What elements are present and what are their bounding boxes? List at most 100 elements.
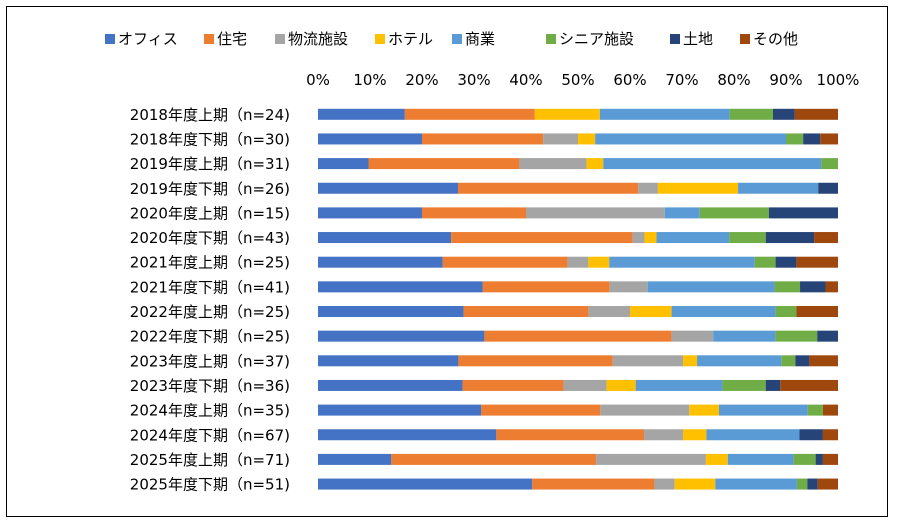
category-label: 2018年度下期（n=30) (130, 130, 290, 148)
bar-segment (683, 429, 707, 441)
x-tick-label: 90% (769, 71, 802, 89)
x-tick-label: 10% (353, 71, 386, 89)
bar-segment (458, 182, 639, 194)
legend: オフィス 住宅 物流施設 ホテル 商業 シニア施設 土地 その他 (105, 30, 798, 48)
bar-segment (775, 330, 818, 342)
bar-segment (774, 281, 801, 293)
bar-segment (458, 355, 613, 367)
bar-segment (632, 232, 645, 244)
bar-segment (729, 232, 766, 244)
bar-segment (644, 232, 657, 244)
bar-segment (519, 158, 587, 170)
category-label: 2022年度下期（n=25) (130, 328, 290, 346)
bar-segment (318, 453, 392, 465)
legend-swatch (105, 34, 115, 44)
bar-segment (727, 453, 794, 465)
legend-swatch (204, 34, 214, 44)
legend-label: ホテル (388, 30, 433, 48)
category-label: 2021年度上期（n=25) (130, 254, 290, 272)
legend-swatch (740, 34, 750, 44)
x-tick-label: 0% (306, 71, 330, 89)
bars (318, 108, 838, 490)
bar-segment (738, 182, 819, 194)
bar-segment (822, 404, 838, 416)
bar-segment (818, 182, 838, 194)
bar-segment (596, 453, 706, 465)
x-tick-label: 40% (509, 71, 542, 89)
bar-segment (796, 306, 838, 317)
legend-swatch (375, 34, 385, 44)
bar-segment (780, 379, 838, 391)
bar-segment (715, 478, 797, 490)
bar-segment (795, 355, 810, 367)
legend-label: 商業 (465, 30, 495, 48)
bar-segment (775, 256, 797, 268)
bar-segment (800, 281, 826, 293)
bar-segment (654, 478, 675, 490)
bar-segment (635, 379, 723, 391)
bar-segment (765, 232, 815, 244)
x-tick-label: 50% (561, 71, 594, 89)
bar-segment (683, 355, 698, 367)
bar-segment (664, 207, 700, 219)
bar-segment (422, 207, 526, 219)
bar-segment (578, 133, 596, 145)
bar-segment (318, 256, 443, 268)
bar-segment (722, 379, 766, 391)
bar-segment (775, 306, 797, 317)
bar-segment (612, 355, 684, 367)
bar-segment (463, 306, 589, 317)
bar-segment (807, 478, 818, 490)
bar-segment (674, 478, 716, 490)
bar-segment (318, 379, 463, 391)
bar-segment (318, 158, 369, 170)
bar-segment (781, 355, 796, 367)
legend-label: 土地 (683, 30, 713, 48)
bar-segment (534, 108, 600, 120)
legend-label: 住宅 (217, 30, 247, 48)
legend-label: その他 (753, 30, 798, 48)
bar-segment (563, 379, 607, 391)
bar-segment (318, 478, 533, 490)
legend-swatch (670, 34, 680, 44)
bar-segment (815, 453, 823, 465)
bar-segment (318, 429, 497, 441)
bar-segment (600, 404, 690, 416)
x-tick-label: 30% (457, 71, 490, 89)
x-tick-label: 70% (665, 71, 698, 89)
bar-segment (822, 429, 838, 441)
category-label: 2025年度下期（n=51) (130, 476, 290, 494)
bar-segment (368, 158, 520, 170)
bar-segment (821, 158, 838, 170)
category-label: 2023年度下期（n=36) (130, 377, 290, 395)
bar-segment (671, 330, 714, 342)
bar-segment (532, 478, 655, 490)
legend-label: 物流施設 (288, 30, 348, 48)
bar-segment (318, 281, 483, 293)
category-label: 2020年度下期（n=43) (130, 229, 290, 247)
bar-segment (481, 404, 601, 416)
bar-segment (588, 256, 610, 268)
bar-segment (451, 232, 633, 244)
bar-segment (404, 108, 535, 120)
bar-segment (318, 306, 464, 317)
bar-segment (644, 429, 684, 441)
bar-segment (705, 453, 728, 465)
category-label: 2019年度下期（n=26) (130, 180, 290, 198)
bar-segment (820, 133, 838, 145)
bar-segment (799, 429, 823, 441)
bar-segment (422, 133, 544, 145)
bar-segment (630, 306, 672, 317)
legend-label: シニア施設 (559, 30, 634, 48)
bar-segment (647, 281, 775, 293)
bar-segment (609, 281, 648, 293)
bar-segment (689, 404, 719, 416)
bar-segment (765, 379, 781, 391)
bar-segment (754, 256, 776, 268)
category-label: 2019年度上期（n=31) (130, 155, 290, 173)
bar-segment (609, 256, 755, 268)
bar-segment (567, 256, 589, 268)
bar-segment (729, 108, 773, 120)
bar-segment (606, 379, 636, 391)
x-tick-label: 100% (817, 71, 860, 89)
